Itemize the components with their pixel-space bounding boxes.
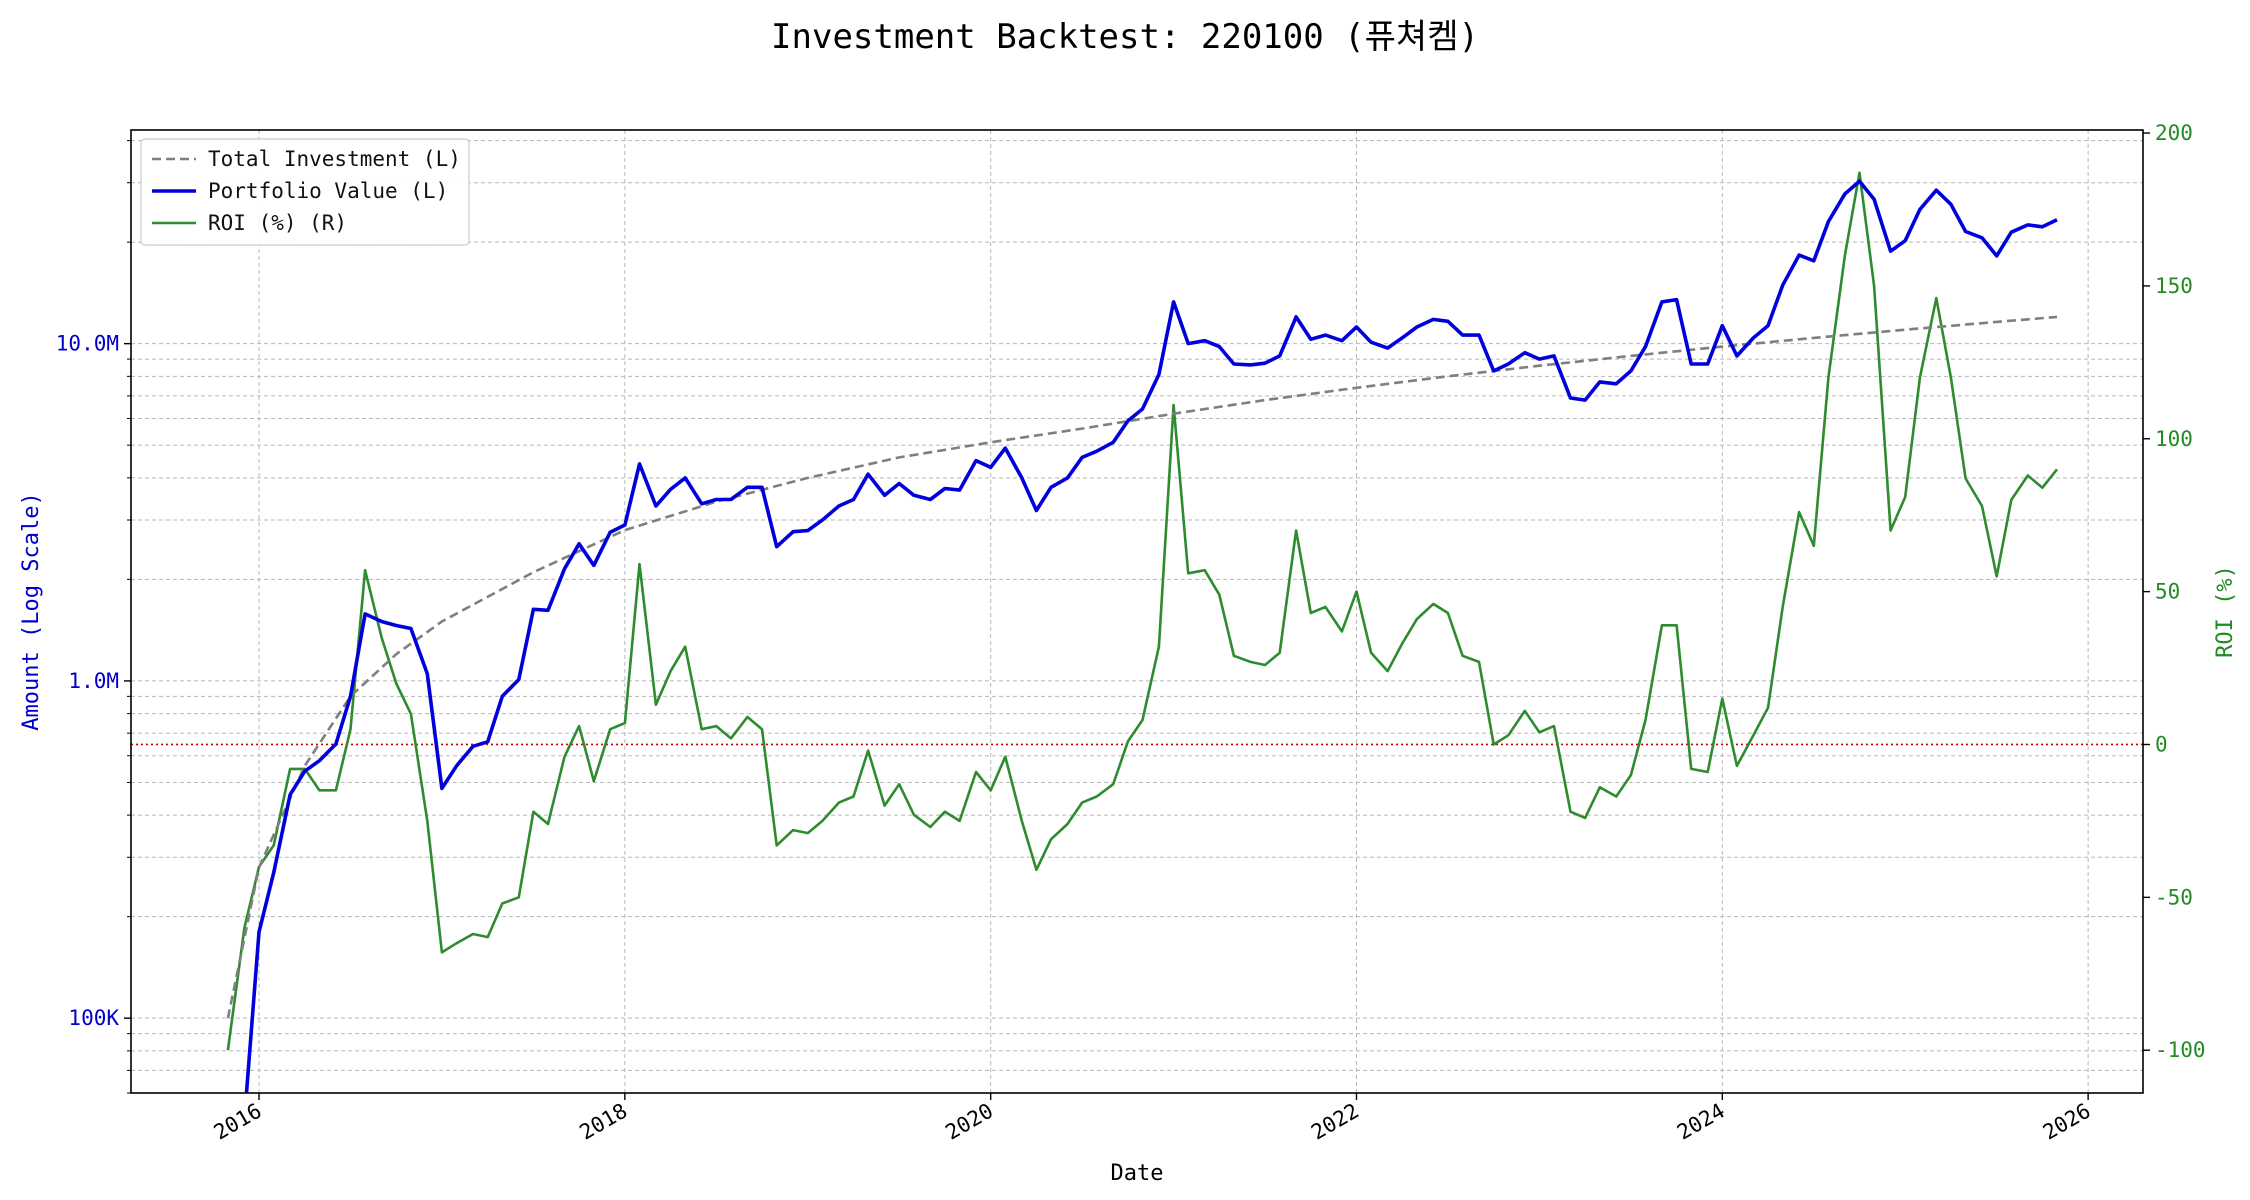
legend-entry-2: ROI (%) (R) <box>208 211 347 235</box>
x-axis: 2016 2018 2020 2022 2024 2026 <box>210 1093 2095 1145</box>
y-left-tick-label: 1.0M <box>68 669 119 693</box>
x-axis-label: Date <box>1111 1161 1164 1186</box>
y-right-tick-label: 100 <box>2155 427 2193 451</box>
y-right-tick-label: 50 <box>2155 580 2180 604</box>
total-investment-line <box>226 315 2058 1019</box>
x-tick-label: 2024 <box>1673 1099 1729 1145</box>
legend: Total Investment (L) Portfolio Value (L) R… <box>140 138 470 246</box>
plot-frame <box>130 129 2144 1094</box>
y-right-tick-label: 0 <box>2155 732 2168 756</box>
y-axis-right-label: ROI (%) <box>2213 565 2238 658</box>
portfolio-value-line <box>244 179 2058 1093</box>
legend-box <box>140 138 470 246</box>
y-right-tick-label: -50 <box>2155 885 2193 909</box>
legend-entry-0: Total Investment (L) <box>208 147 461 171</box>
series-group <box>226 171 2059 1093</box>
y-right-tick-label: 150 <box>2155 274 2193 298</box>
legend-entry-1: Portfolio Value (L) <box>208 179 448 203</box>
x-tick-label: 2026 <box>2039 1099 2095 1145</box>
x-tick-label: 2016 <box>210 1099 266 1145</box>
roi-line <box>226 171 2059 1051</box>
y-axis-left-label: Amount (Log Scale) <box>19 492 44 730</box>
grid <box>131 130 2143 1094</box>
y-axis-left: 100K 1.0M 10.0M <box>56 140 131 1094</box>
y-left-tick-label: 10.0M <box>56 332 119 356</box>
x-tick-label: 2022 <box>1307 1099 1363 1145</box>
y-right-tick-label: -100 <box>2155 1038 2206 1062</box>
chart-title: Investment Backtest: 220100 (퓨쳐켐) <box>771 17 1479 57</box>
x-tick-label: 2018 <box>576 1099 632 1145</box>
y-left-tick-label: 100K <box>68 1006 119 1030</box>
x-tick-label: 2020 <box>941 1099 997 1145</box>
y-right-tick-label: 200 <box>2155 121 2193 145</box>
y-axis-right: -100 -50 0 50 100 150 200 <box>2143 121 2206 1062</box>
